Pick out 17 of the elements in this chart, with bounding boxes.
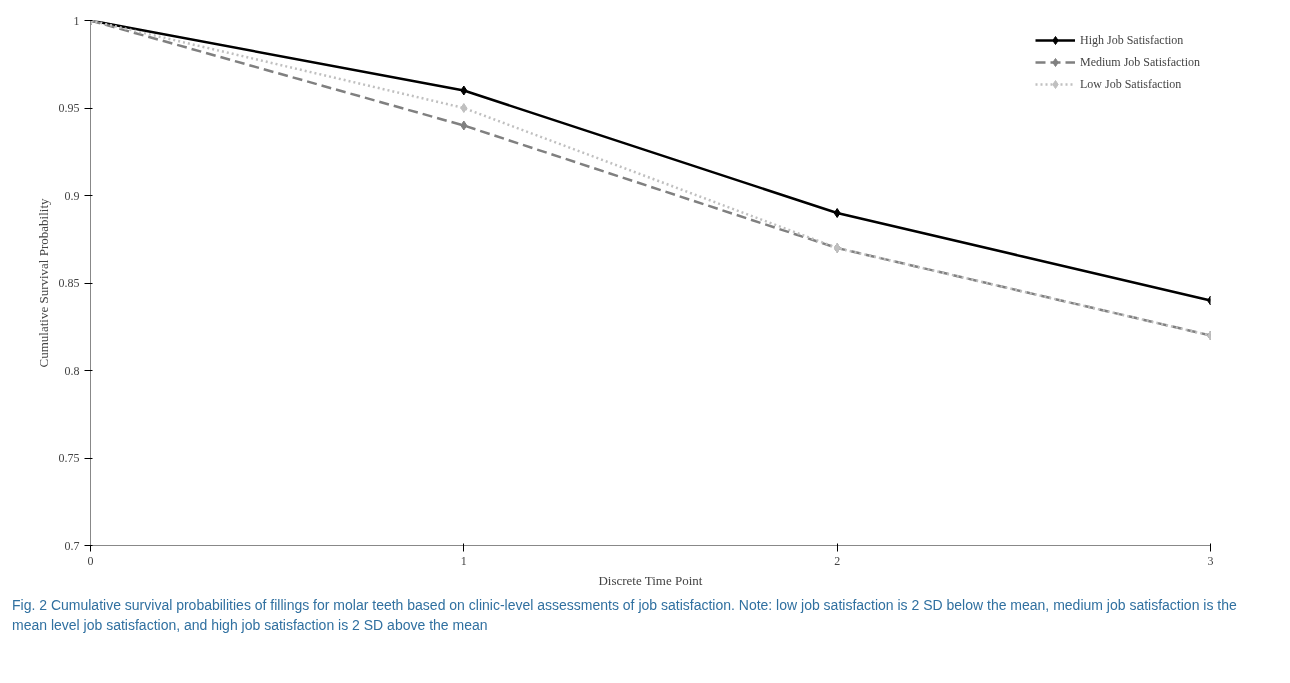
x-axis-title: Discrete Time Point <box>598 572 703 588</box>
y-tick-label: 0.85 <box>58 276 80 290</box>
legend-label: High Job Satisfaction <box>1080 32 1184 48</box>
y-tick-label: 0.75 <box>58 451 80 465</box>
y-tick-label: 0.8 <box>64 363 80 378</box>
x-tick-label: 0 <box>87 553 94 568</box>
x-tick-label: 3 <box>1207 553 1214 568</box>
y-tick-label: 0.9 <box>64 188 80 203</box>
x-tick-label: 2 <box>834 553 841 568</box>
legend-label: Low Job Satisfaction <box>1080 76 1182 92</box>
y-tick-label: 0.95 <box>58 101 80 115</box>
legend-label: Medium Job Satisfaction <box>1080 54 1200 70</box>
y-axis-title: Cumulative Survival Probability <box>35 198 51 368</box>
y-tick-label: 1 <box>73 13 80 28</box>
y-tick-label: 0.7 <box>64 538 80 553</box>
caption: Fig. 2 Cumulative survival probabilities of fillings for molar teeth based on clinic-level assessments of job satisfaction. Note: low job satisfaction is 2 SD below the mean, medium job satisfaction is the mean level job satisfaction, and high job satisfaction is 2 SD above the mean <box>12 596 1238 635</box>
x-tick-label: 1 <box>460 553 467 568</box>
